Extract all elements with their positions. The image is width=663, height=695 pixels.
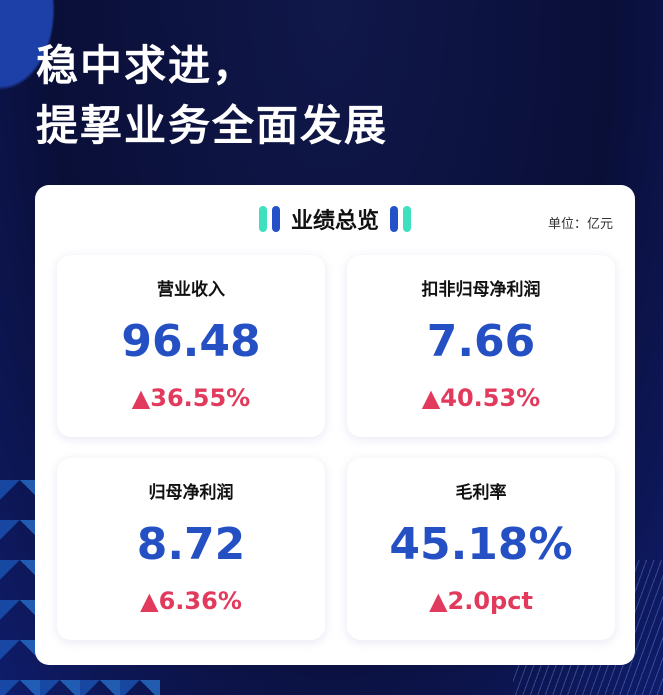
accent-bar-icon (271, 206, 280, 232)
title-line-1: 稳中求进， (36, 41, 257, 90)
metric-value: 45.18% (389, 519, 573, 570)
accent-bar-icon (390, 206, 398, 232)
metric-card-deducted-net-profit: 扣非归母净利润 7.66 ▲40.53% (347, 255, 615, 437)
metric-change: ▲6.36% (140, 587, 242, 615)
panel-heading-text: 业绩总览 (290, 209, 379, 234)
panel-heading: 业绩总览 (35, 203, 635, 235)
title-line-2: 提挈业务全面发展 (36, 101, 389, 150)
metric-card-gross-margin: 毛利率 45.18% ▲2.0pct (347, 458, 615, 640)
metric-label: 营业收入 (157, 280, 225, 300)
unit-label: 单位：亿元 (547, 217, 613, 232)
metric-label: 毛利率 (455, 483, 507, 503)
metric-value: 7.66 (426, 316, 536, 367)
page-title: 稳中求进， 提挈业务全面发展 (36, 36, 596, 156)
metric-change: ▲36.55% (131, 384, 251, 412)
accent-bar-icon (258, 206, 267, 232)
metric-label: 扣非归母净利润 (421, 280, 541, 300)
accent-bar-icon (403, 206, 411, 232)
metric-change: ▲2.0pct (429, 587, 533, 615)
metric-card-net-profit: 归母净利润 8.72 ▲6.36% (57, 458, 325, 640)
metric-value: 8.72 (136, 519, 246, 570)
metric-label: 归母净利润 (148, 483, 234, 503)
metric-change: ▲40.53% (421, 384, 541, 412)
metric-card-revenue: 营业收入 96.48 ▲36.55% (57, 255, 325, 437)
performance-panel: 业绩总览 单位：亿元 营业收入 96.48 ▲36.55% 扣非归母净利润 7.… (35, 185, 635, 665)
metric-value: 96.48 (121, 316, 261, 367)
